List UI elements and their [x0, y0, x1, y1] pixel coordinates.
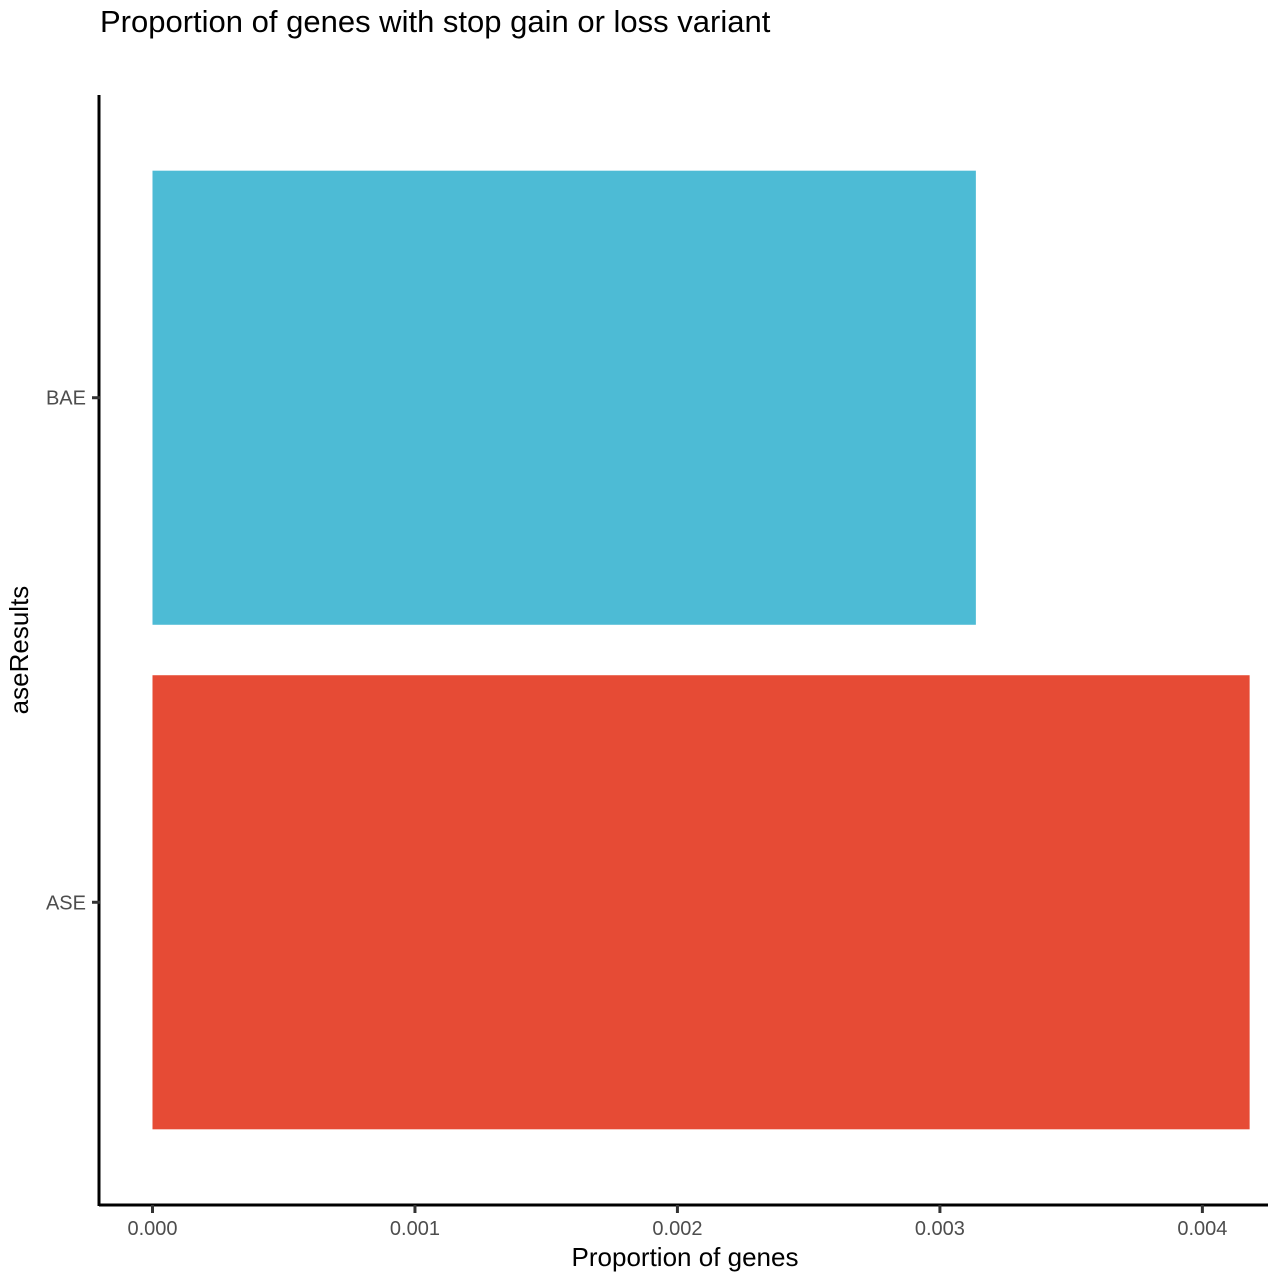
y-tick-label-ase: ASE [46, 892, 86, 914]
x-tick-label-0: 0.000 [127, 1218, 177, 1240]
x-tick-label-1: 0.001 [390, 1218, 440, 1240]
x-axis-title: Proportion of genes [572, 1242, 799, 1272]
y-tick-label-bae: BAE [46, 388, 86, 410]
x-axis-ticks: 0.000 0.001 0.002 0.003 0.004 [127, 1205, 1227, 1240]
bars-layer [152, 170, 1250, 1130]
x-tick-label-3: 0.003 [915, 1218, 965, 1240]
x-tick-label-4: 0.004 [1177, 1218, 1227, 1240]
x-tick-label-2: 0.002 [652, 1218, 702, 1240]
chart-title: Proportion of genes with stop gain or lo… [100, 4, 771, 39]
y-axis-ticks: ASE BAE [46, 388, 100, 914]
bar-bae [152, 170, 976, 625]
bar-ase [152, 675, 1250, 1130]
y-axis-title: aseResults [4, 586, 34, 715]
